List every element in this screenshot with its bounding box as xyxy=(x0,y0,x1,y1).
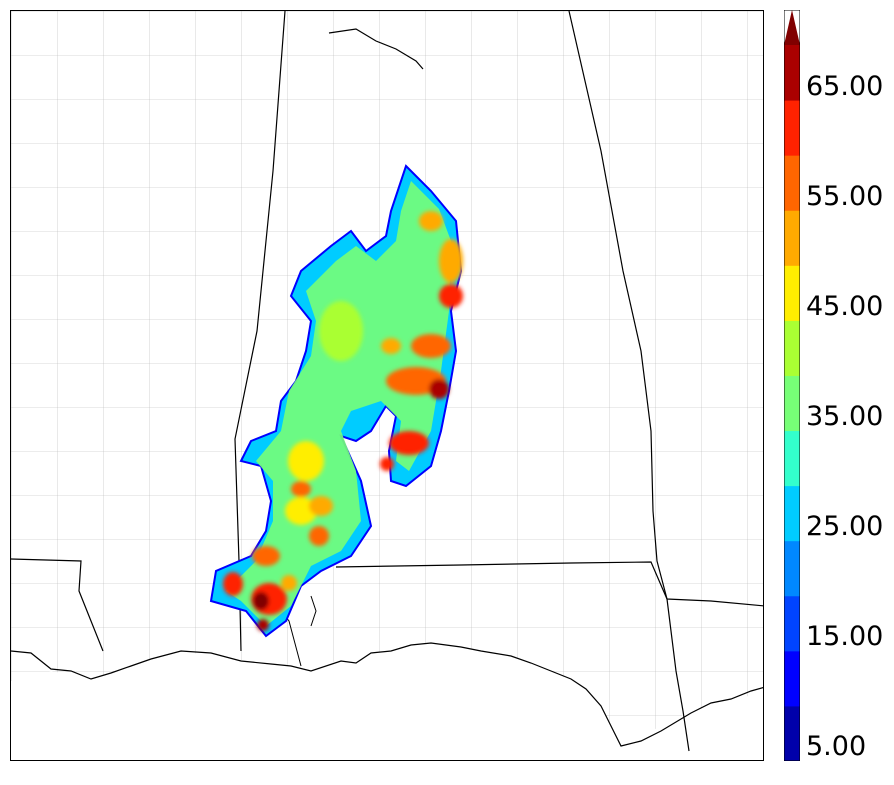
colorbar xyxy=(784,10,800,761)
precipitation-swath xyxy=(209,164,463,638)
colorbar-tick-label: 65.00 xyxy=(806,71,884,102)
colorbar-tick-label: 55.00 xyxy=(806,181,884,212)
colorbar-segment xyxy=(784,265,800,321)
colorbar-segment xyxy=(784,45,800,101)
colorbar-segment xyxy=(784,100,800,156)
colorbar-segment xyxy=(784,705,800,761)
coastline xyxy=(11,642,763,747)
map-panel xyxy=(10,10,764,761)
colorbar-tick-label: 25.00 xyxy=(806,511,884,542)
map-canvas xyxy=(11,11,763,760)
colorbar-segment xyxy=(784,155,800,211)
alabama-florida-border xyxy=(335,561,763,607)
alabama-georgia-border xyxy=(568,11,668,600)
colorbar-extend-arrow xyxy=(784,10,800,45)
colorbar-segment xyxy=(784,320,800,376)
colorbar-segment xyxy=(784,210,800,266)
colorbar-segment xyxy=(784,375,800,432)
tennessee-river xyxy=(328,28,424,70)
colorbar-tick-label: 35.00 xyxy=(806,401,884,432)
colorbar-segment xyxy=(784,485,800,542)
colorbar-tick-label: 15.00 xyxy=(806,621,884,652)
georgia-florida-border xyxy=(666,598,690,752)
colorbar-segment xyxy=(784,540,800,597)
colorbar-tick-label: 5.00 xyxy=(806,731,867,762)
colorbar-segment xyxy=(784,430,800,487)
colorbar-segment xyxy=(784,650,800,707)
colorbar-segment xyxy=(784,595,800,652)
colorbar-tick-label: 45.00 xyxy=(806,291,884,322)
mississippi-south-border xyxy=(11,558,104,652)
gulf-water xyxy=(11,643,763,760)
